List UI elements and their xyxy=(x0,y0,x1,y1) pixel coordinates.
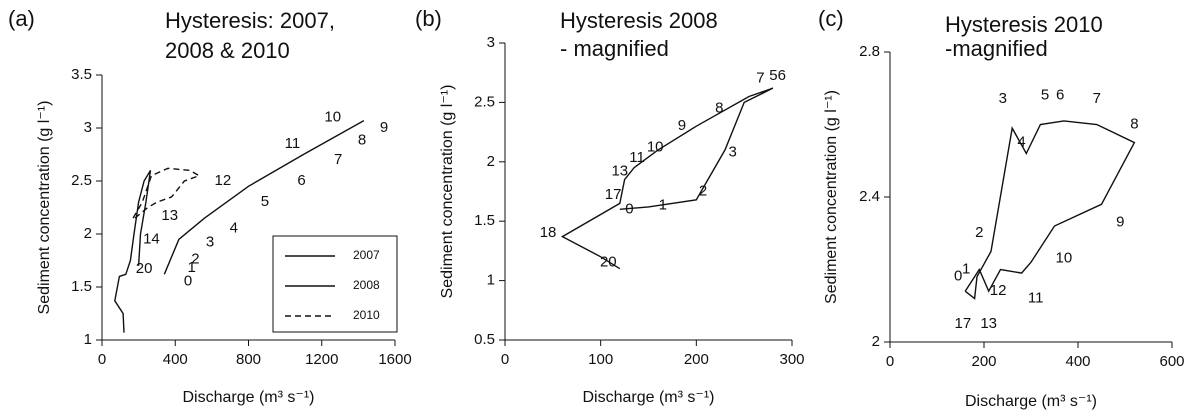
point-label: 11 xyxy=(629,149,645,166)
point-label: 2 xyxy=(699,182,707,199)
point-label: 0 xyxy=(625,200,633,217)
point-label: 4 xyxy=(1017,134,1025,151)
point-label: 13 xyxy=(161,207,178,224)
x-tick-label: 0 xyxy=(98,351,106,368)
point-label: 3 xyxy=(999,90,1007,107)
y-tick-label: 0.5 xyxy=(474,331,495,348)
point-label: 4 xyxy=(230,220,238,237)
point-label: 10 xyxy=(324,108,341,125)
point-label: 5 xyxy=(261,193,269,210)
y-tick-label: 3 xyxy=(84,119,92,136)
point-label: 12 xyxy=(215,172,232,189)
x-tick-label: 400 xyxy=(163,351,188,368)
point-label: 56 xyxy=(769,67,786,84)
point-label: 0 xyxy=(954,268,962,285)
point-label: 11 xyxy=(285,135,301,152)
x-axis-label: Discharge (m³ s⁻¹) xyxy=(582,389,714,406)
y-axis-label: Sediment concentration (g l⁻¹) xyxy=(36,101,53,315)
point-label: 20 xyxy=(136,260,153,277)
point-label: 13 xyxy=(611,162,628,179)
point-label: 1 xyxy=(659,197,667,214)
y-tick-label: 1.5 xyxy=(71,278,92,295)
point-label: 9 xyxy=(380,119,388,136)
y-tick-label: 2.4 xyxy=(859,188,880,205)
y-tick-label: 2.5 xyxy=(71,172,92,189)
point-label: 7 xyxy=(1093,90,1101,107)
y-tick-label: 2.5 xyxy=(474,93,495,110)
point-label: 2 xyxy=(191,250,199,267)
y-tick-label: 2 xyxy=(487,153,495,170)
point-label: 14 xyxy=(143,230,160,247)
y-tick-label: 2.8 xyxy=(859,43,880,60)
x-axis-label: Discharge (m³ s⁻¹) xyxy=(182,389,314,406)
x-tick-label: 400 xyxy=(1065,353,1090,370)
point-label: 6 xyxy=(1056,86,1064,103)
point-label: 3 xyxy=(729,143,737,160)
panel-label: (c) xyxy=(818,6,844,31)
x-tick-label: 1600 xyxy=(378,351,411,368)
chart-title: 2008 & 2010 xyxy=(165,38,290,63)
point-label: 10 xyxy=(1056,250,1073,267)
legend-label: 2008 xyxy=(353,278,380,292)
series-line xyxy=(560,87,774,270)
point-label: 9 xyxy=(678,117,686,134)
point-label: 17 xyxy=(605,186,622,203)
point-label: 17 xyxy=(955,315,972,332)
point-label: 9 xyxy=(1116,213,1124,230)
legend-label: 2007 xyxy=(353,248,380,262)
point-label: 18 xyxy=(540,224,557,241)
y-tick-label: 3.5 xyxy=(71,66,92,83)
point-label: 1 xyxy=(188,259,196,276)
chart-title: Hysteresis: 2007, xyxy=(165,8,335,33)
point-label: 7 xyxy=(756,70,764,87)
point-label: 3 xyxy=(206,233,214,250)
chart-title: Hysteresis 2010 xyxy=(945,12,1103,37)
point-label: 20 xyxy=(600,254,617,271)
y-tick-label: 1 xyxy=(487,272,495,289)
point-label: 8 xyxy=(715,99,723,116)
y-tick-label: 2 xyxy=(872,333,880,350)
series-line xyxy=(163,119,365,275)
x-tick-label: 100 xyxy=(588,351,613,368)
point-label: 0 xyxy=(184,273,192,290)
point-label: 5 xyxy=(1041,86,1049,103)
legend-label: 2010 xyxy=(353,308,380,322)
x-axis-label: Discharge (m³ s⁻¹) xyxy=(965,393,1097,410)
chart-title: -magnified xyxy=(945,36,1048,61)
x-tick-label: 600 xyxy=(1159,353,1184,370)
x-tick-label: 800 xyxy=(236,351,261,368)
y-tick-label: 2 xyxy=(84,225,92,242)
panel-label: (b) xyxy=(415,6,442,31)
point-label: 10 xyxy=(647,139,664,156)
point-label: 8 xyxy=(358,132,366,149)
point-label: 13 xyxy=(980,315,997,332)
chart-title: - magnified xyxy=(560,36,669,61)
panel-label: (a) xyxy=(8,6,35,31)
y-tick-label: 3 xyxy=(487,34,495,51)
series-line xyxy=(132,167,201,219)
point-label: 8 xyxy=(1130,115,1138,132)
x-tick-label: 0 xyxy=(886,353,894,370)
chart-title: Hysteresis 2008 xyxy=(560,8,718,33)
point-label: 1 xyxy=(962,260,970,277)
point-label: 11 xyxy=(1028,289,1044,306)
y-axis-label: Sediment concentration (g l⁻¹) xyxy=(439,85,456,299)
y-tick-label: 1 xyxy=(84,331,92,348)
legend-box xyxy=(272,235,398,333)
x-tick-label: 200 xyxy=(684,351,709,368)
y-axis-label: Sediment concentration (g l⁻¹) xyxy=(823,90,840,304)
point-label: 12 xyxy=(990,282,1007,299)
point-label: 7 xyxy=(334,151,342,168)
point-label: 6 xyxy=(297,172,305,189)
series-line xyxy=(964,120,1136,300)
x-tick-label: 0 xyxy=(501,351,509,368)
series-line xyxy=(114,170,152,333)
y-tick-label: 1.5 xyxy=(474,212,495,229)
x-tick-label: 200 xyxy=(971,353,996,370)
x-tick-label: 300 xyxy=(779,351,804,368)
x-tick-label: 1200 xyxy=(305,351,338,368)
point-label: 2 xyxy=(975,224,983,241)
